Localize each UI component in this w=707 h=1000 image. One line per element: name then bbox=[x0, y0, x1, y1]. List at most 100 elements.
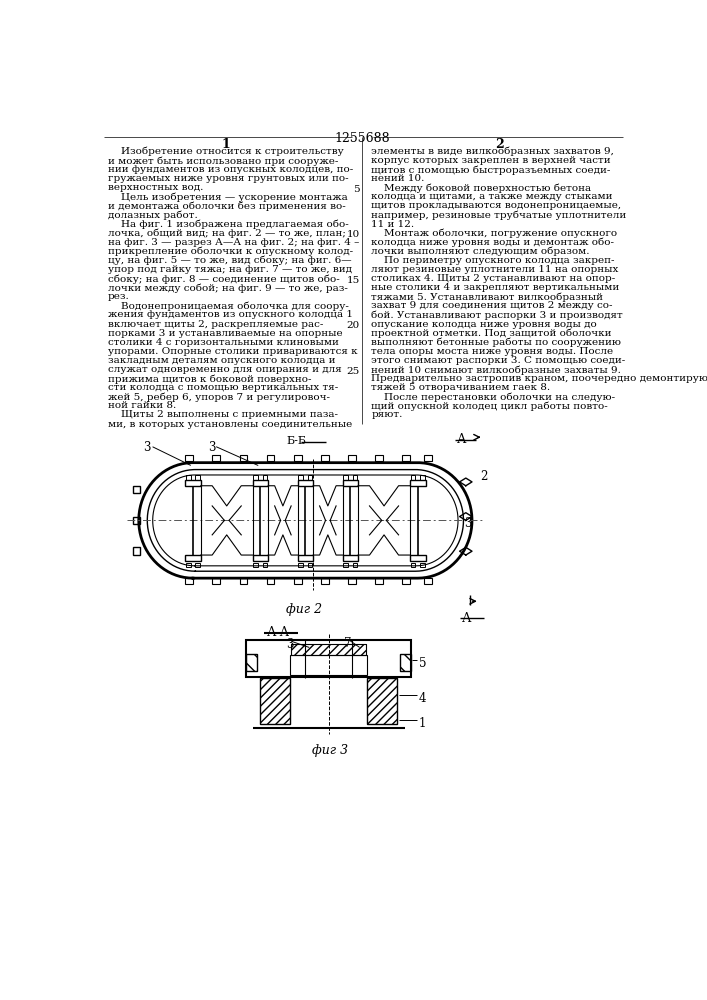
Bar bbox=[240, 578, 247, 584]
Text: А: А bbox=[457, 433, 466, 446]
Text: и демонтажа оболочки без применения во-: и демонтажа оболочки без применения во- bbox=[107, 201, 346, 211]
Bar bbox=[260, 678, 290, 724]
Bar bbox=[185, 578, 193, 584]
Bar bbox=[343, 555, 358, 561]
Text: рез.: рез. bbox=[107, 292, 129, 301]
Text: проектной отметки. Под защитой оболочки: проектной отметки. Под защитой оболочки bbox=[371, 329, 612, 338]
Bar bbox=[240, 455, 247, 461]
Bar bbox=[132, 517, 140, 524]
Text: Между боковой поверхностью бетона: Между боковой поверхностью бетона bbox=[371, 183, 591, 193]
Text: Водонепроницаемая оболочка для соору-: Водонепроницаемая оболочка для соору- bbox=[107, 301, 349, 311]
Bar bbox=[291, 644, 366, 655]
Bar bbox=[348, 578, 356, 584]
Bar bbox=[267, 578, 274, 584]
Bar bbox=[253, 563, 258, 567]
Bar bbox=[132, 547, 140, 555]
Text: ные столики 4 и закрепляют вертикальными: ные столики 4 и закрепляют вертикальными bbox=[371, 283, 619, 292]
Text: 10: 10 bbox=[346, 230, 360, 239]
Bar bbox=[290, 655, 368, 675]
Text: тяжами 5. Устанавливают вилкообразный: тяжами 5. Устанавливают вилкообразный bbox=[371, 292, 603, 302]
Text: Изобретение относится к строительству: Изобретение относится к строительству bbox=[107, 147, 344, 156]
Bar bbox=[411, 563, 416, 567]
Text: фиг 2: фиг 2 bbox=[286, 603, 322, 616]
Text: 3: 3 bbox=[464, 517, 472, 530]
Bar bbox=[400, 654, 411, 671]
Bar bbox=[212, 578, 220, 584]
Bar bbox=[260, 678, 290, 724]
Text: 3: 3 bbox=[143, 441, 150, 454]
Text: например, резиновые трубчатые уплотнители: например, резиновые трубчатые уплотнител… bbox=[371, 211, 626, 220]
Text: 1: 1 bbox=[419, 717, 426, 730]
Text: долазных работ.: долазных работ. bbox=[107, 211, 197, 220]
Text: прикрепление оболочки к опускному колод-: прикрепление оболочки к опускному колод- bbox=[107, 247, 353, 256]
Text: щитов прокладываются водонепроницаемые,: щитов прокладываются водонепроницаемые, bbox=[371, 201, 621, 210]
Text: корпус которых закреплен в верхней части: корпус которых закреплен в верхней части bbox=[371, 156, 611, 165]
Text: фиг 3: фиг 3 bbox=[312, 744, 348, 757]
Text: ной гайки 8.: ной гайки 8. bbox=[107, 401, 176, 410]
Text: нений 10 снимают вилкообразные захваты 9.: нений 10 снимают вилкообразные захваты 9… bbox=[371, 365, 621, 375]
Text: ми, в которых установлены соединительные: ми, в которых установлены соединительные bbox=[107, 420, 352, 429]
Bar bbox=[186, 475, 191, 480]
Bar bbox=[402, 578, 410, 584]
Bar bbox=[267, 455, 274, 461]
Bar bbox=[212, 455, 220, 461]
Bar bbox=[411, 475, 416, 480]
Bar bbox=[185, 480, 201, 486]
Bar bbox=[308, 563, 312, 567]
Text: А: А bbox=[462, 612, 472, 625]
Text: щий опускной колодец цикл работы повто-: щий опускной колодец цикл работы повто- bbox=[371, 401, 608, 411]
Text: 11 и 12.: 11 и 12. bbox=[371, 220, 414, 229]
Text: элементы в виде вилкообразных захватов 9,: элементы в виде вилкообразных захватов 9… bbox=[371, 147, 614, 156]
Bar bbox=[321, 455, 329, 461]
Text: жей 5, ребер 6, упоров 7 и регулировоч-: жей 5, ребер 6, упоров 7 и регулировоч- bbox=[107, 392, 329, 402]
Bar bbox=[298, 555, 313, 561]
Bar bbox=[343, 480, 358, 486]
Text: 1: 1 bbox=[221, 138, 230, 151]
Text: лочки выполняют следующим образом.: лочки выполняют следующим образом. bbox=[371, 247, 590, 256]
Text: прижима щитов к боковой поверхно-: прижима щитов к боковой поверхно- bbox=[107, 374, 311, 384]
Text: ляют резиновые уплотнители 11 на опорных: ляют резиновые уплотнители 11 на опорных bbox=[371, 265, 619, 274]
Text: Монтаж оболочки, погружение опускного: Монтаж оболочки, погружение опускного bbox=[371, 229, 617, 238]
Bar bbox=[293, 578, 301, 584]
Bar bbox=[375, 455, 383, 461]
Text: ряют.: ряют. bbox=[371, 410, 402, 419]
Text: На фиг. 1 изображена предлагаемая обо-: На фиг. 1 изображена предлагаемая обо- bbox=[107, 220, 349, 229]
Text: колодца и щитами, а также между стыками: колодца и щитами, а также между стыками bbox=[371, 192, 613, 201]
Text: колодца ниже уровня воды и демонтаж обо-: колодца ниже уровня воды и демонтаж обо- bbox=[371, 238, 614, 247]
Bar bbox=[375, 578, 383, 584]
Bar bbox=[195, 563, 200, 567]
Bar bbox=[186, 563, 191, 567]
Text: столики 4 с горизонтальными клиновыми: столики 4 с горизонтальными клиновыми bbox=[107, 338, 339, 347]
Bar bbox=[195, 475, 200, 480]
Bar bbox=[353, 475, 357, 480]
Bar bbox=[321, 578, 329, 584]
Bar bbox=[247, 654, 257, 671]
Text: Б-Б: Б-Б bbox=[286, 436, 306, 446]
Text: 4: 4 bbox=[419, 692, 426, 705]
Text: 2: 2 bbox=[495, 138, 503, 151]
Text: опускание колодца ниже уровня воды до: опускание колодца ниже уровня воды до bbox=[371, 320, 597, 329]
Text: включает щиты 2, раскрепляемые рас-: включает щиты 2, раскрепляемые рас- bbox=[107, 320, 323, 329]
Text: столиках 4. Щиты 2 устанавливают на опор-: столиках 4. Щиты 2 устанавливают на опор… bbox=[371, 274, 616, 283]
Text: сти колодца с помощью вертикальных тя-: сти колодца с помощью вертикальных тя- bbox=[107, 383, 338, 392]
Bar bbox=[293, 455, 301, 461]
Bar bbox=[420, 475, 425, 480]
Text: упор под гайку тяжа; на фиг. 7 — то же, вид: упор под гайку тяжа; на фиг. 7 — то же, … bbox=[107, 265, 352, 274]
Text: гружаемых ниже уровня грунтовых или по-: гружаемых ниже уровня грунтовых или по- bbox=[107, 174, 349, 183]
Text: Щиты 2 выполнены с приемными паза-: Щиты 2 выполнены с приемными паза- bbox=[107, 410, 338, 419]
Bar bbox=[263, 475, 267, 480]
Text: 20: 20 bbox=[346, 321, 360, 330]
Bar bbox=[308, 475, 312, 480]
Text: нии фундаментов из опускных колодцев, по-: нии фундаментов из опускных колодцев, по… bbox=[107, 165, 353, 174]
Text: 15: 15 bbox=[346, 276, 360, 285]
Bar bbox=[263, 563, 267, 567]
Text: 5: 5 bbox=[419, 657, 426, 670]
Text: выполняют бетонные работы по сооружению: выполняют бетонные работы по сооружению bbox=[371, 338, 621, 347]
Text: 2: 2 bbox=[480, 470, 487, 483]
Bar bbox=[424, 455, 432, 461]
Bar bbox=[298, 480, 313, 486]
Text: порками 3 и устанавливаемые на опорные: порками 3 и устанавливаемые на опорные bbox=[107, 329, 342, 338]
Text: лочки между собой; на фиг. 9 — то же, раз-: лочки между собой; на фиг. 9 — то же, ра… bbox=[107, 283, 348, 293]
Text: цу, на фиг. 5 — то же, вид сбоку; на фиг. 6—: цу, на фиг. 5 — то же, вид сбоку; на фиг… bbox=[107, 256, 351, 265]
Text: сбоку; на фиг. 8 — соединение щитов обо-: сбоку; на фиг. 8 — соединение щитов обо- bbox=[107, 274, 339, 284]
